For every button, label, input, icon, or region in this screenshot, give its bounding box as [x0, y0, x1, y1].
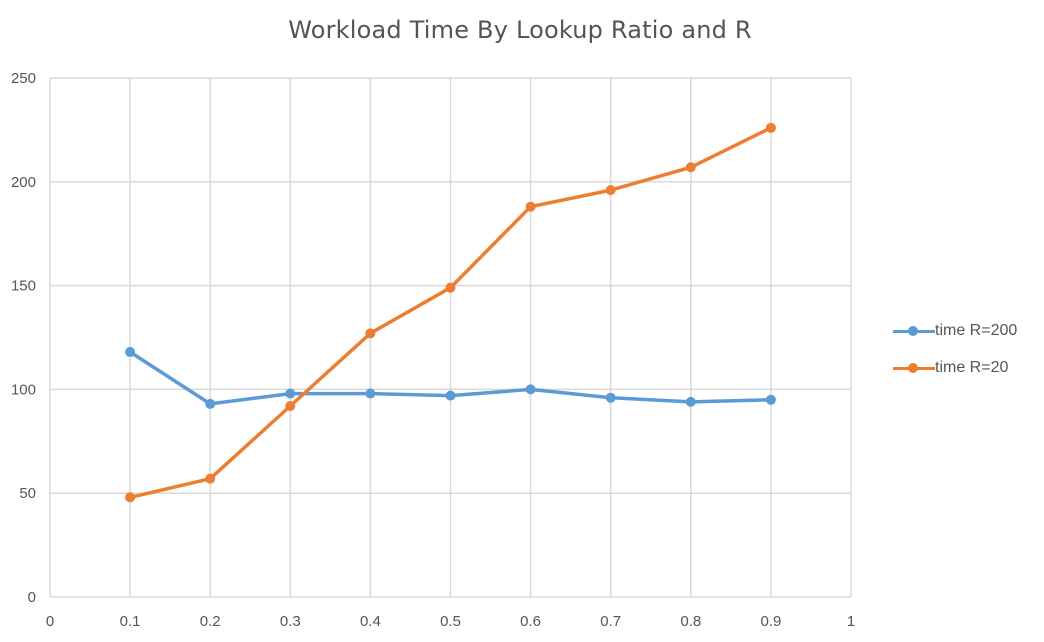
data-point-series-2	[525, 201, 536, 212]
x-tick-label: 0	[46, 613, 54, 630]
legend-swatch-series-2	[893, 361, 935, 375]
x-tick-label: 0.9	[760, 613, 781, 630]
x-tick-label: 0.6	[520, 613, 541, 630]
data-point-series-1	[205, 398, 216, 409]
chart-title: Workload Time By Lookup Ratio and R	[288, 16, 752, 44]
data-point-series-1	[685, 396, 696, 407]
grid	[49, 77, 852, 598]
data-point-series-1	[605, 392, 616, 403]
legend-swatch-series-1	[893, 324, 935, 338]
data-point-series-1	[525, 384, 536, 395]
legend-item-series-2: time R=20	[893, 358, 1008, 378]
data-point-series-2	[605, 185, 616, 196]
data-point-series-2	[365, 328, 376, 339]
data-point-series-2	[285, 401, 296, 412]
x-tick-label: 0.1	[120, 613, 141, 630]
legend-label-series-1: time R=200	[935, 322, 1018, 339]
x-tick-label: 0.3	[280, 613, 301, 630]
data-point-series-2	[205, 473, 216, 484]
y-tick-label: 150	[11, 278, 36, 295]
x-tick-label: 0.4	[360, 613, 381, 630]
axis-tick-labels: 0 0.1 0.2 0.3 0.4 0.5 0.6 0.7 0.8 0.9 1 0 50 100 150 20…	[11, 70, 855, 630]
x-tick-label: 0.8	[680, 613, 701, 630]
data-point-series-2	[765, 122, 776, 133]
data-point-series-1	[445, 390, 456, 401]
x-tick-label: 0.2	[200, 613, 221, 630]
data-point-series-2	[685, 162, 696, 173]
data-point-series-1	[125, 347, 136, 358]
series-lines	[125, 122, 776, 503]
x-tick-label: 1	[847, 613, 855, 630]
y-tick-label: 0	[28, 589, 36, 606]
x-tick-label: 0.5	[440, 613, 461, 630]
x-tick-label: 0.7	[600, 613, 621, 630]
data-point-series-1	[765, 394, 776, 405]
y-tick-label: 250	[11, 70, 36, 87]
y-tick-label: 200	[11, 174, 36, 191]
data-point-series-2	[125, 492, 136, 503]
data-point-series-1	[285, 388, 296, 399]
data-point-series-1	[365, 388, 376, 399]
y-tick-label: 100	[11, 381, 36, 398]
data-point-series-2	[445, 282, 456, 293]
legend-item-series-1: time R=200	[893, 321, 1017, 341]
y-tick-label: 50	[19, 485, 36, 502]
legend-label-series-2: time R=20	[935, 359, 1009, 376]
